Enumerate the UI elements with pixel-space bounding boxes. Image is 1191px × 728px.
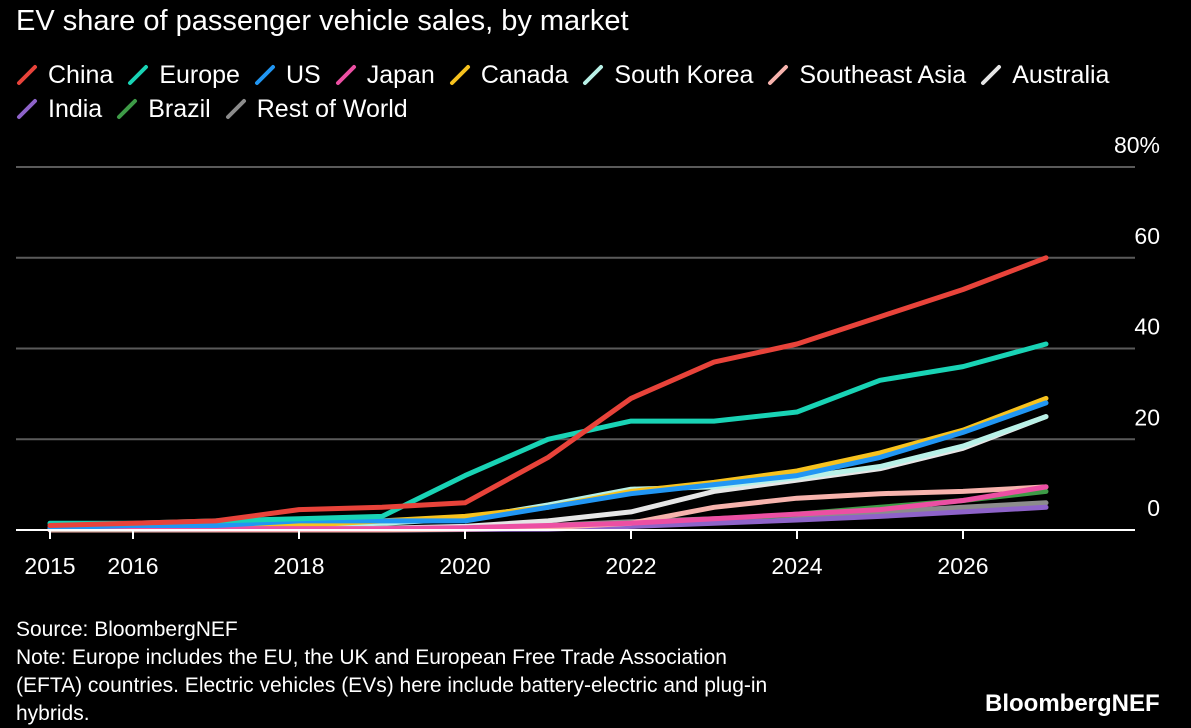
legend-item-canada: Canada xyxy=(449,60,569,90)
legend-label-china: China xyxy=(48,61,114,89)
legend-swatch-europe xyxy=(128,65,149,85)
x-tick-label-2015: 2015 xyxy=(24,553,75,579)
series-line-europe xyxy=(47,341,1049,526)
note-text-line-1: Note: Europe includes the EU, the UK and… xyxy=(16,646,727,669)
series-line-us xyxy=(47,400,1049,531)
legend-label-india: India xyxy=(48,95,103,123)
legend-item-us: US xyxy=(254,60,321,90)
brand-logo-text: BloombergNEF xyxy=(985,690,1160,717)
x-tick-label-2024: 2024 xyxy=(771,553,822,579)
chart-title: EV share of passenger vehicle sales, by … xyxy=(16,5,629,37)
legend-label-brazil: Brazil xyxy=(148,95,211,123)
legend-swatch-rest-of-world xyxy=(225,99,246,119)
y-tick-label-80: 80% xyxy=(1114,132,1160,158)
legend-label-us: US xyxy=(285,61,321,89)
legend-label-europe: Europe xyxy=(159,61,240,89)
legend-item-south-korea: South Korea xyxy=(582,60,753,90)
legend-label-japan: Japan xyxy=(366,61,435,89)
y-tick-label-40: 40 xyxy=(1134,314,1160,340)
legend-label-canada: Canada xyxy=(480,61,569,89)
chart-footer: Source: BloombergNEF Note: Europe includ… xyxy=(16,616,767,728)
chart-plot: 0 20 40 60 80% 2015 2016 2018 2020 2022 2024 2026 xyxy=(16,132,1160,579)
legend-swatch-china xyxy=(17,65,37,85)
legend-item-china: China xyxy=(16,60,113,90)
legend-swatch-south-korea xyxy=(583,65,604,85)
series-line-china xyxy=(47,255,1049,528)
legend-swatch-japan xyxy=(335,65,356,85)
y-tick-label-0: 0 xyxy=(1147,495,1160,521)
source-text: Source: BloombergNEF xyxy=(16,618,238,641)
x-tick-label-2020: 2020 xyxy=(439,553,490,579)
x-tick-label-2026: 2026 xyxy=(937,553,988,579)
x-tick-label-2016: 2016 xyxy=(107,553,158,579)
legend-item-brazil: Brazil xyxy=(116,94,211,124)
legend-item-australia: Australia xyxy=(980,60,1109,90)
x-tick-label-2018: 2018 xyxy=(273,553,324,579)
legend-item-japan: Japan xyxy=(335,60,435,90)
y-tick-label-20: 20 xyxy=(1134,404,1160,430)
legend-label-southeast-asia: Southeast Asia xyxy=(799,61,967,89)
legend-swatch-brazil xyxy=(117,99,138,119)
legend-item-europe: Europe xyxy=(127,60,240,90)
chart-legend: China Europe US Japan Canada South Korea South… xyxy=(16,60,1166,124)
legend-swatch-canada xyxy=(449,65,470,85)
legend-swatch-australia xyxy=(981,65,1002,85)
note-text-line-3: hybrids. xyxy=(16,702,90,725)
note-text-line-2: (EFTA) countries. Electric vehicles (EVs… xyxy=(16,674,768,697)
y-tick-label-60: 60 xyxy=(1134,223,1160,249)
legend-item-southeast-asia: Southeast Asia xyxy=(767,60,966,90)
legend-swatch-us xyxy=(254,65,275,85)
legend-label-rest-of-world: Rest of World xyxy=(256,95,408,123)
legend-swatch-southeast-asia xyxy=(768,65,789,85)
x-tick-label-2022: 2022 xyxy=(605,553,656,579)
legend-item-india: India xyxy=(16,94,102,124)
legend-swatch-india xyxy=(17,99,37,119)
legend-label-south-korea: South Korea xyxy=(614,61,754,89)
legend-label-australia: Australia xyxy=(1012,61,1110,89)
legend-item-rest-of-world: Rest of World xyxy=(225,94,408,124)
series-line-japan xyxy=(47,484,1049,532)
